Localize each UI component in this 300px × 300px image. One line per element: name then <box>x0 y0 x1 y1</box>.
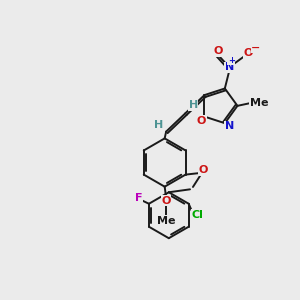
Text: O: O <box>161 196 171 206</box>
Text: O: O <box>213 46 223 56</box>
Text: N: N <box>225 62 234 72</box>
Text: O: O <box>199 165 208 175</box>
Text: N: N <box>225 121 234 131</box>
Text: F: F <box>135 194 142 203</box>
Text: Me: Me <box>157 216 176 226</box>
Text: H: H <box>154 120 163 130</box>
Text: −: − <box>251 43 260 53</box>
Text: H: H <box>189 100 198 110</box>
Text: Me: Me <box>250 98 268 108</box>
Text: +: + <box>228 56 235 65</box>
Text: Cl: Cl <box>192 210 203 220</box>
Text: O: O <box>197 116 206 126</box>
Text: O: O <box>243 48 253 58</box>
